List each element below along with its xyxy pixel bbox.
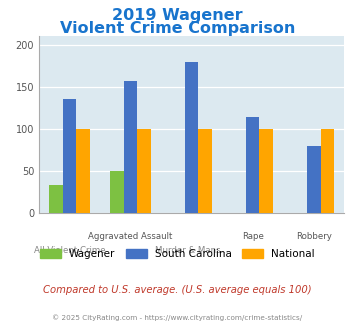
Bar	[307, 147, 321, 213]
Bar	[49, 185, 63, 213]
Text: Robbery: Robbery	[296, 232, 332, 241]
Text: Violent Crime Comparison: Violent Crime Comparison	[60, 21, 295, 36]
Bar	[185, 61, 198, 213]
Text: Compared to U.S. average. (U.S. average equals 100): Compared to U.S. average. (U.S. average …	[43, 285, 312, 295]
Bar	[63, 99, 76, 213]
Text: Aggravated Assault: Aggravated Assault	[88, 232, 173, 241]
Text: © 2025 CityRating.com - https://www.cityrating.com/crime-statistics/: © 2025 CityRating.com - https://www.city…	[53, 314, 302, 321]
Text: Rape: Rape	[242, 232, 264, 241]
Bar	[321, 129, 334, 213]
Text: 2019 Wagener: 2019 Wagener	[112, 8, 243, 23]
Text: Murder & Mans...: Murder & Mans...	[155, 246, 229, 255]
Legend: Wagener, South Carolina, National: Wagener, South Carolina, National	[40, 248, 315, 259]
Bar	[110, 171, 124, 213]
Text: All Violent Crime: All Violent Crime	[34, 246, 105, 255]
Bar	[137, 129, 151, 213]
Bar	[260, 129, 273, 213]
Bar	[198, 129, 212, 213]
Bar	[76, 129, 90, 213]
Bar	[124, 81, 137, 213]
Bar	[246, 117, 260, 213]
